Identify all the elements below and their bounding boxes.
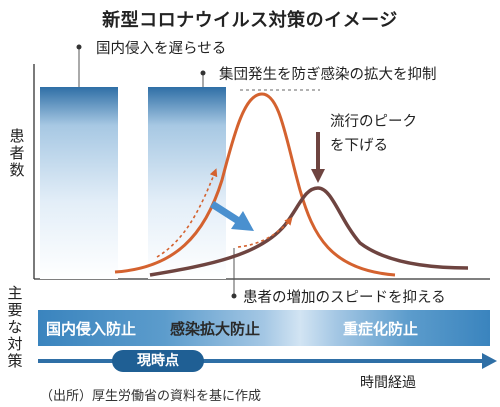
- time-elapsed-label: 時間経過: [360, 375, 416, 391]
- uncontrolled-epidemic-curve: [114, 92, 396, 277]
- timeline-label-char: 策: [7, 352, 23, 370]
- border-entry-bar-2: [148, 87, 226, 279]
- annotation-peak: 流行のピーク を下げる: [330, 110, 417, 158]
- annotation-peak-line-1: 流行のピーク: [330, 114, 417, 130]
- timeline-label-char: 主: [7, 284, 23, 302]
- countermeasure-band: [38, 310, 490, 346]
- annotation-peak-line-2: を下げる: [330, 138, 388, 154]
- annotation-border-entry: 国内侵入を遅らせる: [96, 41, 227, 57]
- phase-border-entry-prevention: 国内侵入防止: [46, 320, 137, 338]
- phase-severity-prevention: 重症化防止: [343, 320, 419, 338]
- flatten-arrow: [210, 201, 254, 231]
- timeline-arrowhead: [482, 353, 497, 369]
- timeline-label-char: 対: [7, 335, 23, 353]
- dashed-arrow-right: [237, 216, 293, 248]
- controlled-epidemic-curve: [149, 186, 469, 277]
- timeline-label-char: な: [7, 318, 23, 336]
- source-note: （出所）厚生労働省の資料を基に作成: [40, 389, 262, 404]
- figure-title: 新型コロナウイルス対策のイメージ: [102, 10, 398, 31]
- border-entry-bar-1: [40, 87, 118, 279]
- leader-dot-cluster: [200, 70, 206, 76]
- y-axis-label: 患 者 数: [8, 128, 26, 179]
- dashed-arrow-left: [156, 168, 218, 258]
- timeline-label-char: 要: [7, 301, 23, 319]
- y-axis-label-char: 者: [9, 144, 25, 162]
- phase-spread-prevention: 感染拡大防止: [170, 320, 261, 338]
- leader-dot-speed: [231, 293, 237, 299]
- now-badge: 現時点: [112, 350, 204, 372]
- timeline-label: 主 要 な 対 策: [6, 285, 24, 370]
- y-axis-label-char: 数: [9, 161, 25, 179]
- leader-dot-border: [76, 44, 82, 50]
- y-axis-label-char: 患: [9, 127, 25, 145]
- annotation-cluster: 集団発生を防ぎ感染の拡大を抑制: [219, 67, 437, 83]
- annotation-speed: 患者の増加のスピードを抑える: [243, 290, 446, 306]
